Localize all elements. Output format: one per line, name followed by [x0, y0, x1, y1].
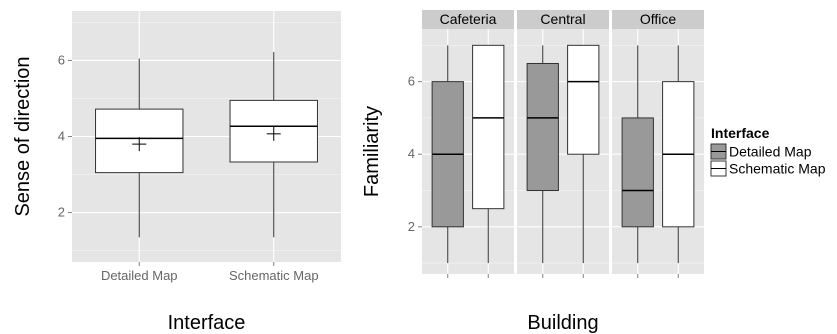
facet-label: Cafeteria: [440, 11, 497, 27]
box-iqr: [621, 117, 654, 228]
facet-strip: [517, 10, 609, 29]
y-tick-label: 4: [58, 129, 65, 144]
sense-of-direction-chart: 2 4 6 Detailed Map Schematic Map Interface Sen…: [12, 11, 341, 334]
box-central-schematic-map: [567, 44, 600, 264]
box-detailed-map: [95, 58, 184, 238]
box-office-detailed-map: [621, 45, 654, 264]
y-tick-label: 2: [408, 219, 415, 234]
facet-label: Central: [540, 11, 585, 27]
y-tick-label: 6: [58, 52, 65, 67]
box-cafeteria-detailed-map: [431, 45, 464, 264]
facet-strip: [422, 10, 514, 29]
familiarity-chart: Cafeteria 2 4 6 Central Office Building Familia…: [361, 10, 704, 334]
y-tick-label: 6: [408, 74, 415, 89]
y-axis-title: Familiarity: [361, 106, 383, 197]
facet-label: Office: [640, 11, 677, 27]
x-axis-title: Interface: [168, 312, 246, 334]
facet-cafeteria: Cafeteria: [422, 10, 514, 278]
legend-label: Detailed Map: [729, 144, 812, 160]
legend-item-detailed-map: Detailed Map: [710, 143, 812, 160]
box-iqr: [526, 62, 559, 192]
y-axis-title: Sense of direction: [12, 56, 34, 216]
x-axis-title: Building: [527, 312, 598, 334]
facet-office: Office: [612, 10, 704, 278]
legend-label: Schematic Map: [729, 161, 826, 177]
x-tick-label: Schematic Map: [229, 268, 319, 283]
facet-strip: [612, 10, 704, 29]
box-central-detailed-map: [526, 45, 559, 264]
box-cafeteria-schematic-map: [472, 44, 505, 264]
box-iqr: [472, 44, 505, 210]
legend-item-schematic-map: Schematic Map: [710, 160, 826, 177]
box-iqr: [567, 44, 600, 155]
y-tick-label: 2: [58, 205, 65, 220]
x-tick-label: Detailed Map: [101, 268, 178, 283]
y-tick-label: 4: [408, 146, 415, 161]
box-schematic-map: [229, 52, 318, 238]
facet-central: Central: [517, 10, 609, 278]
box-office-schematic-map: [662, 45, 695, 264]
legend-title: Interface: [711, 125, 770, 141]
